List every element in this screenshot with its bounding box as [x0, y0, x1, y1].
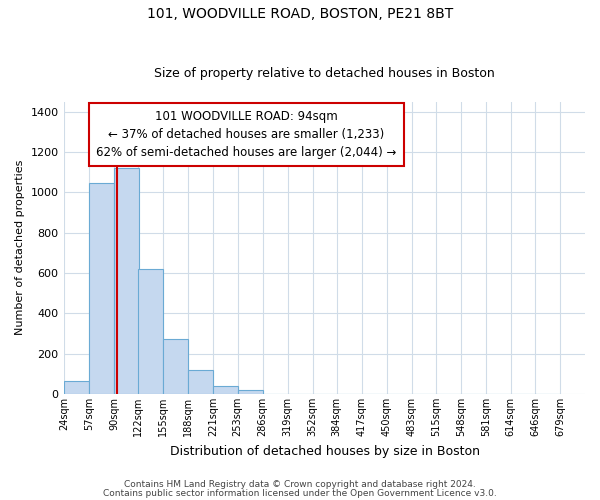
Text: 101 WOODVILLE ROAD: 94sqm
← 37% of detached houses are smaller (1,233)
62% of se: 101 WOODVILLE ROAD: 94sqm ← 37% of detac… — [97, 110, 397, 160]
Text: Contains public sector information licensed under the Open Government Licence v3: Contains public sector information licen… — [103, 488, 497, 498]
Y-axis label: Number of detached properties: Number of detached properties — [15, 160, 25, 336]
Bar — [64, 381, 89, 394]
Bar — [114, 168, 139, 394]
Title: Size of property relative to detached houses in Boston: Size of property relative to detached ho… — [154, 66, 495, 80]
Bar — [238, 390, 263, 394]
Bar — [139, 268, 163, 394]
Bar — [89, 183, 114, 394]
Bar — [188, 370, 214, 394]
Text: Contains HM Land Registry data © Crown copyright and database right 2024.: Contains HM Land Registry data © Crown c… — [124, 480, 476, 489]
Bar — [163, 338, 188, 394]
Text: 101, WOODVILLE ROAD, BOSTON, PE21 8BT: 101, WOODVILLE ROAD, BOSTON, PE21 8BT — [147, 8, 453, 22]
Bar — [214, 386, 238, 394]
X-axis label: Distribution of detached houses by size in Boston: Distribution of detached houses by size … — [170, 444, 479, 458]
